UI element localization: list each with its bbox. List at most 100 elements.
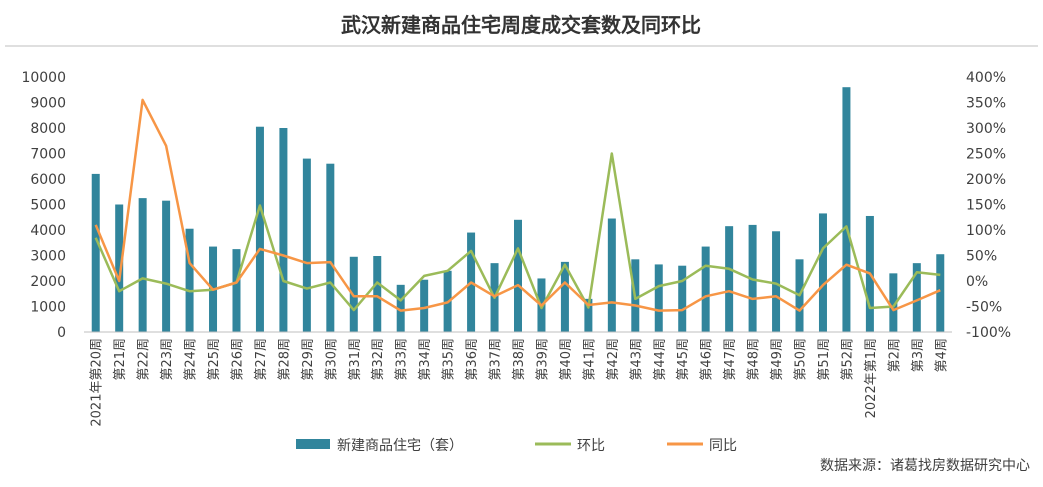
bar xyxy=(420,279,429,332)
x-tick-label: 第4周 xyxy=(934,338,949,372)
x-tick-label: 第26周 xyxy=(231,338,246,381)
bar xyxy=(255,126,264,332)
bar xyxy=(279,128,288,332)
right-tick-label: -50% xyxy=(966,300,1002,316)
left-tick-label: 6000 xyxy=(30,172,66,188)
x-tick-label: 第42周 xyxy=(606,338,621,381)
x-tick-label: 第2周 xyxy=(887,338,902,372)
line-tongbi xyxy=(94,98,941,312)
x-tick-label: 第23周 xyxy=(160,338,175,381)
left-tick-label: 5000 xyxy=(30,198,66,214)
bar xyxy=(326,163,335,332)
x-tick-label: 第49周 xyxy=(770,338,785,381)
bar xyxy=(772,231,781,332)
bar xyxy=(373,256,382,332)
left-tick-label: 10000 xyxy=(21,70,66,86)
bar-series xyxy=(91,87,945,332)
right-tick-label: 300% xyxy=(966,121,1006,137)
x-tick-label: 第48周 xyxy=(747,338,762,381)
bar xyxy=(818,213,827,332)
bar xyxy=(185,228,194,332)
x-tick-label: 第30周 xyxy=(324,338,339,381)
left-tick-label: 7000 xyxy=(30,147,66,163)
right-tick-label: 250% xyxy=(966,147,1006,163)
bar xyxy=(607,218,616,332)
x-tick-label: 第32周 xyxy=(371,338,386,381)
bar xyxy=(232,249,241,332)
bar xyxy=(912,263,921,332)
x-tick-label: 第44周 xyxy=(653,338,668,381)
legend-label-bar: 新建商品住宅（套） xyxy=(337,438,463,454)
x-tick-label: 第27周 xyxy=(254,338,269,381)
left-tick-label: 2000 xyxy=(30,274,66,290)
x-tick-label: 第34周 xyxy=(418,338,433,381)
x-tick-label: 第38周 xyxy=(512,338,527,381)
right-tick-label: 400% xyxy=(966,70,1006,86)
x-axis-ticks: 2021年第20周 第21周 第22周 第23周 第24周 第25周 第26周 第27周 第28… xyxy=(90,338,950,427)
legend: 新建商品住宅（套） 环比 同比 xyxy=(296,438,737,454)
left-tick-label: 1000 xyxy=(30,300,66,316)
x-tick-label: 第51周 xyxy=(817,338,832,381)
x-tick-label: 第21周 xyxy=(113,338,128,381)
bar xyxy=(584,298,593,332)
legend-label-hb: 环比 xyxy=(577,438,605,454)
bar xyxy=(725,226,734,332)
right-tick-label: 150% xyxy=(966,198,1006,214)
bar xyxy=(514,219,522,332)
left-tick-label: 4000 xyxy=(30,223,66,239)
bar xyxy=(678,265,687,332)
legend-label-tb: 同比 xyxy=(709,438,737,454)
bar xyxy=(842,87,851,332)
x-tick-label: 第37周 xyxy=(489,338,504,381)
bar xyxy=(396,284,405,332)
x-tick-label: 第35周 xyxy=(442,338,457,381)
bar xyxy=(302,158,311,332)
bar xyxy=(936,254,945,332)
x-tick-label: 第33周 xyxy=(395,338,410,381)
bar xyxy=(701,246,710,332)
chart-title: 武汉新建商品住宅周度成交套数及同环比 xyxy=(341,13,701,37)
x-tick-label: 第31周 xyxy=(348,338,363,381)
x-tick-label: 第50周 xyxy=(794,338,809,381)
left-axis-ticks: 0 1000 2000 3000 4000 5000 6000 7000 8000 9000 100… xyxy=(21,70,66,341)
right-axis-ticks: -100% -50% 0% 50% 100% 150% 200% 250% 300% 350% 40… xyxy=(966,70,1011,341)
x-tick-label: 第24周 xyxy=(184,338,199,381)
x-tick-label: 第43周 xyxy=(629,338,644,381)
x-tick-label: 第36周 xyxy=(465,338,480,381)
left-tick-label: 3000 xyxy=(30,249,66,265)
x-tick-label: 第22周 xyxy=(137,338,152,381)
left-tick-label: 8000 xyxy=(30,121,66,137)
bar xyxy=(138,198,147,332)
right-tick-label: 50% xyxy=(966,249,997,265)
x-tick-label: 第28周 xyxy=(277,338,292,381)
x-tick-label: 第41周 xyxy=(582,338,597,381)
bar xyxy=(889,273,898,332)
right-tick-label: 200% xyxy=(966,172,1006,188)
x-tick-label: 2022年第1周 xyxy=(864,338,879,418)
right-tick-label: -100% xyxy=(966,325,1011,341)
line-series xyxy=(94,98,941,312)
bar xyxy=(115,204,124,332)
x-tick-label: 第46周 xyxy=(700,338,715,381)
x-tick-label: 第3周 xyxy=(911,338,926,372)
x-tick-label: 第25周 xyxy=(207,338,222,381)
bar xyxy=(162,200,171,332)
source-note: 数据来源：诸葛找房数据研究中心 xyxy=(820,458,1030,474)
x-tick-label: 2021年第20周 xyxy=(90,338,105,427)
x-tick-label: 第47周 xyxy=(723,338,738,381)
left-tick-label: 9000 xyxy=(30,96,66,112)
left-tick-label: 0 xyxy=(57,325,66,341)
bar xyxy=(560,261,569,332)
x-tick-label: 第39周 xyxy=(536,338,551,381)
x-tick-label: 第45周 xyxy=(676,338,691,381)
right-tick-label: 0% xyxy=(966,274,988,290)
right-tick-label: 100% xyxy=(966,223,1006,239)
bar xyxy=(91,173,100,332)
x-tick-label: 第52周 xyxy=(840,338,855,381)
legend-bar-swatch xyxy=(296,439,330,449)
x-tick-label: 第29周 xyxy=(301,338,316,381)
bar xyxy=(654,264,663,332)
right-tick-label: 350% xyxy=(966,96,1006,112)
